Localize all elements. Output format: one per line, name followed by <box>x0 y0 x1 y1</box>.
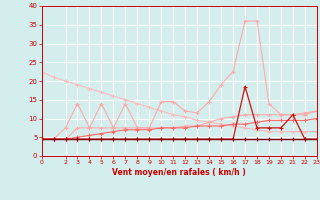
X-axis label: Vent moyen/en rafales ( km/h ): Vent moyen/en rafales ( km/h ) <box>112 168 246 177</box>
